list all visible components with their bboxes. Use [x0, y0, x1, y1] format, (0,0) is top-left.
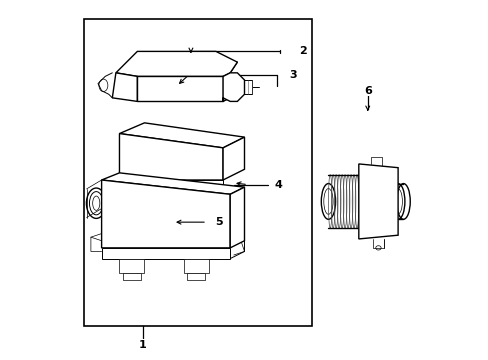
Polygon shape: [102, 248, 230, 258]
Polygon shape: [119, 134, 223, 180]
Polygon shape: [230, 187, 244, 248]
Polygon shape: [358, 164, 397, 239]
Polygon shape: [223, 137, 244, 180]
Text: 4: 4: [274, 180, 282, 190]
Polygon shape: [119, 123, 244, 148]
Text: 3: 3: [288, 69, 296, 80]
Polygon shape: [102, 173, 244, 194]
Polygon shape: [102, 180, 230, 248]
Polygon shape: [137, 76, 223, 102]
Text: 5: 5: [215, 217, 223, 227]
Text: 1: 1: [139, 340, 146, 350]
Text: 6: 6: [363, 86, 371, 96]
Polygon shape: [116, 51, 237, 76]
Polygon shape: [183, 258, 208, 273]
Text: 2: 2: [299, 46, 306, 57]
Polygon shape: [112, 73, 137, 102]
Polygon shape: [119, 258, 144, 273]
Polygon shape: [119, 180, 223, 187]
Polygon shape: [223, 73, 244, 102]
Bar: [83, 19, 312, 327]
